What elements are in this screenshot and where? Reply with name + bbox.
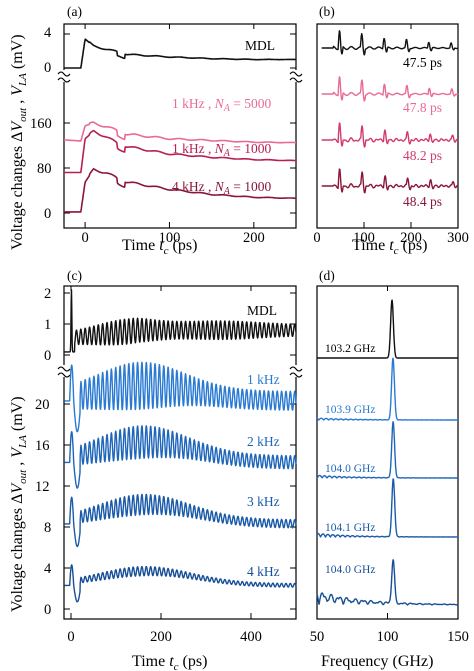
x-tick-label-a-200: 200: [243, 230, 265, 246]
curve-c-3khz: [63, 493, 297, 548]
curve-c-1khz: [63, 361, 297, 433]
axis-break-c-right: [289, 365, 303, 378]
series-label-c-2khz: 2 kHz: [247, 434, 280, 449]
curve-c-mdl: [63, 289, 297, 353]
panel-a-label: (a): [67, 4, 82, 19]
tick-label-c-16: 16: [35, 438, 50, 454]
curve-b-3: [321, 168, 459, 194]
x-tick-label-b-200: 200: [400, 230, 422, 246]
x-tick-label-d-150: 150: [447, 629, 469, 645]
panel-c-label: (c): [67, 268, 82, 283]
curve-b-2: [321, 122, 459, 148]
series-label-b-2: 47.8 ps: [403, 100, 442, 115]
series-label-b-4: 48.4 ps: [403, 194, 442, 209]
series-label-a-1khz-5000: 1 kHz , NA = 5000: [172, 96, 271, 114]
curve-d-3: [316, 478, 459, 538]
peak-label-d-4: 104.1 GHz: [325, 522, 375, 534]
panel-b-frame: [316, 23, 459, 229]
x-tick-labels: 0 100 200 0 100 200 300 0 200 400 50 100 150: [67, 230, 469, 645]
curve-d-2: [316, 421, 459, 479]
x-tick-label-b-100: 100: [353, 230, 375, 246]
curve-a-mdl: [63, 38, 297, 69]
tick-label-c-12: 12: [35, 479, 50, 495]
curve-d-0: [316, 299, 459, 359]
tick-marks: [64, 24, 459, 619]
curve-a-4khz-1000: [63, 168, 297, 213]
tick-label-a-0: 0: [44, 206, 51, 222]
series-label-c-mdl: MDL: [247, 303, 277, 318]
series-label-b-3: 48.2 ps: [403, 148, 442, 163]
series-label-a-1khz-1000: 1 kHz , NA = 1000: [172, 141, 271, 159]
panel-a-frame: [63, 23, 297, 229]
tick-label-a-160: 160: [30, 116, 52, 132]
x-tick-label-b-300: 300: [447, 230, 469, 246]
x-tick-label-c-0: 0: [67, 629, 74, 645]
axis-break-c-left: [57, 365, 71, 378]
tick-label-c-4: 4: [44, 561, 52, 577]
peak-label-d-1: 103.2 GHz: [325, 343, 375, 355]
x-tick-label-b-0: 0: [313, 230, 320, 246]
x-tick-label-a-100: 100: [159, 230, 181, 246]
x-tick-label-a-0: 0: [81, 230, 88, 246]
curve-d-4: [316, 559, 459, 606]
curve-c-2khz: [63, 425, 297, 489]
series-label-b-1: 47.5 ps: [403, 55, 442, 70]
series-label-c-4khz: 4 kHz: [247, 564, 280, 579]
series-label-a-4khz-1000: 4 kHz , NA = 1000: [172, 179, 271, 197]
peak-label-d-5: 104.0 GHz: [325, 564, 375, 576]
curve-d-1: [316, 357, 459, 421]
axis-break-a-right: [289, 70, 303, 83]
series-label-c-1khz: 1 kHz: [247, 372, 280, 387]
axis-break-a-left: [57, 70, 71, 83]
tick-label-c-upper-2: 2: [44, 286, 51, 302]
x-axis-title-b: Time tc (ps): [352, 237, 427, 257]
curves: [63, 30, 459, 606]
series-label-a-mdl: MDL: [245, 38, 275, 53]
x-tick-label-d-100: 100: [377, 629, 399, 645]
tick-label-a-upper-4: 4: [44, 25, 52, 41]
y-axis-title-top: Voltage changes ΔVout , VLA (mV): [9, 34, 29, 250]
panel-d-label: (d): [319, 268, 335, 283]
tick-label-a-80: 80: [37, 161, 52, 177]
curve-b-0: [321, 30, 459, 56]
x-axis-title-d: Frequency (GHz): [321, 653, 433, 670]
series-label-c-3khz: 3 kHz: [247, 494, 280, 509]
peak-label-d-2: 103.9 GHz: [325, 404, 375, 416]
curve-c-4khz: [63, 564, 297, 603]
x-tick-label-d-50: 50: [310, 629, 325, 645]
panel-c-frame: [63, 285, 297, 620]
x-axis-title-a: Time tc (ps): [122, 237, 197, 257]
x-tick-label-c-200: 200: [150, 629, 172, 645]
curve-a-1khz-5000: [63, 121, 297, 144]
panel-b-label: (b): [319, 4, 335, 19]
tick-label-c-8: 8: [44, 520, 51, 536]
curve-a-1khz-1000: [63, 129, 297, 174]
tick-label-c-0: 0: [44, 602, 51, 618]
tick-label-c-20: 20: [35, 397, 50, 413]
tick-label-c-upper-1: 1: [44, 317, 51, 333]
y-axis-title-bottom: Voltage changes ΔVout , VLA (mV): [9, 396, 29, 612]
x-axis-title-c: Time tc (ps): [132, 653, 207, 671]
x-tick-label-c-400: 400: [240, 629, 262, 645]
tick-label-c-upper-0: 0: [44, 348, 51, 364]
tick-label-a-upper-0: 0: [44, 60, 51, 76]
peak-label-d-3: 104.0 GHz: [325, 463, 375, 475]
curve-b-1: [321, 76, 459, 102]
